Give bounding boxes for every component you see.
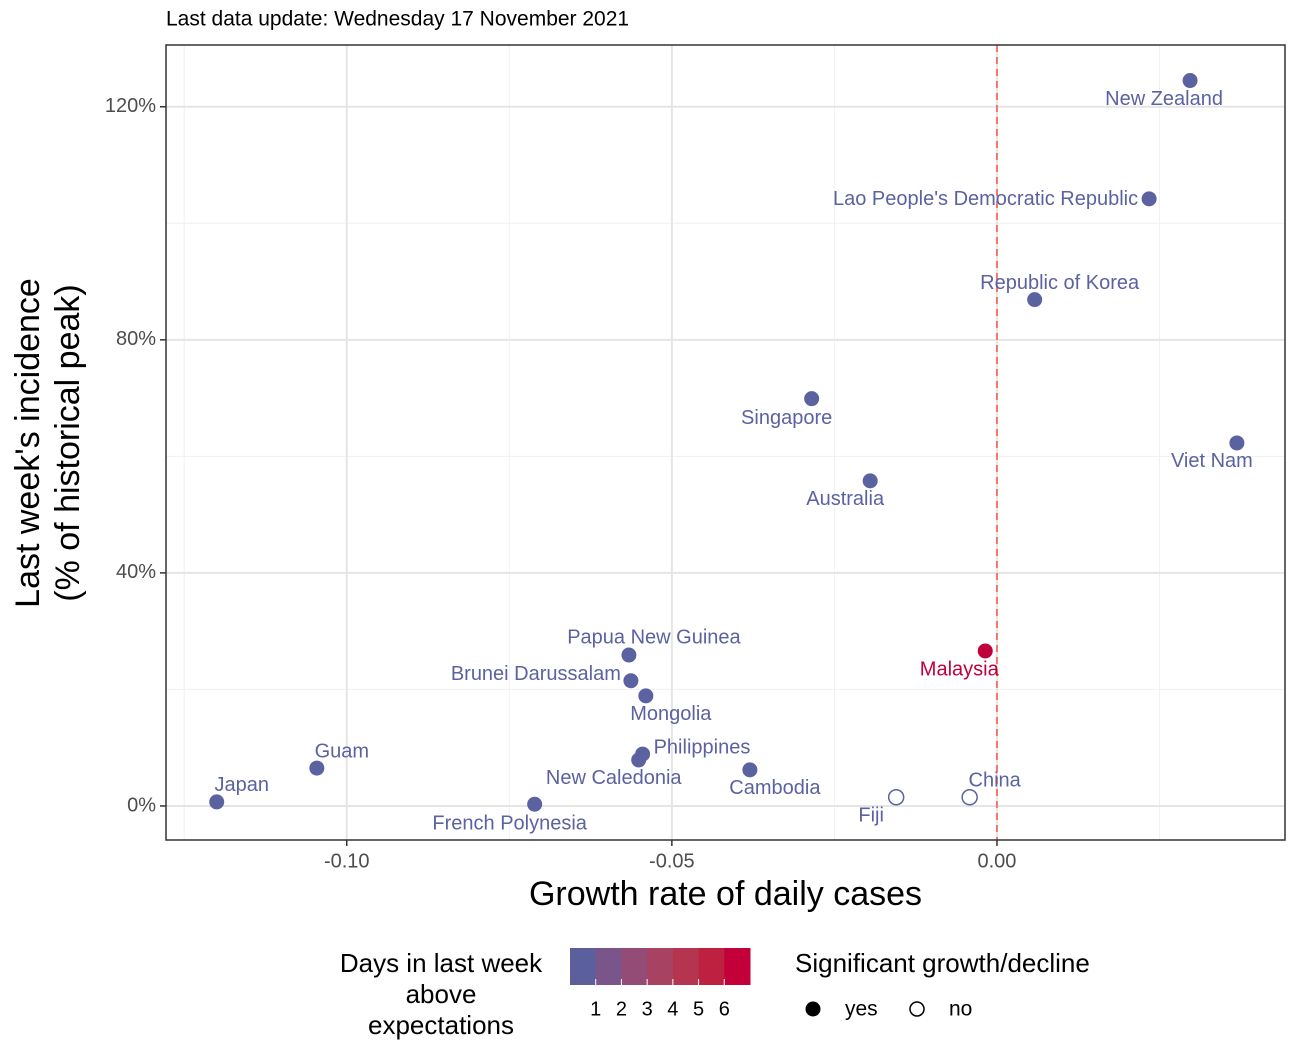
point	[621, 647, 637, 663]
point	[1027, 292, 1043, 308]
point	[887, 788, 905, 806]
point-label: Republic of Korea	[980, 272, 1140, 294]
point-label: Mongolia	[630, 703, 712, 725]
x-tick-label: 0.00	[977, 850, 1016, 872]
colorbar-segment	[595, 948, 622, 985]
legend-symbol	[805, 1001, 821, 1017]
colorbar-segment	[570, 948, 597, 985]
point-label: China	[969, 770, 1022, 792]
legend-symbol	[909, 1001, 925, 1017]
legend-label: no	[949, 998, 972, 1021]
colorbar-segment	[724, 948, 751, 985]
point	[1182, 73, 1198, 89]
point-label: New Caledonia	[546, 767, 683, 789]
point-label: Japan	[214, 774, 269, 796]
point-label: Fiji	[858, 805, 884, 827]
point	[1229, 435, 1245, 451]
y-tick-label: 0%	[127, 794, 156, 816]
point	[862, 473, 878, 489]
point-label: Philippines	[654, 736, 751, 758]
legend-label: yes	[845, 998, 878, 1021]
colorbar-tick-label: 4	[667, 998, 678, 1020]
colorbar-title: expectations	[368, 1010, 514, 1040]
point	[1141, 191, 1157, 207]
plot-border	[165, 44, 1286, 841]
colorbar-segment	[621, 948, 648, 985]
point	[631, 752, 647, 768]
colorbar-segment	[698, 948, 725, 985]
point	[804, 391, 820, 407]
point	[527, 796, 543, 812]
point	[742, 762, 758, 778]
point	[309, 760, 325, 776]
x-tick-label: -0.05	[649, 850, 695, 872]
colorbar-tick-label: 2	[616, 998, 627, 1020]
point-label: Malaysia	[920, 658, 1000, 680]
point-label: Cambodia	[729, 777, 821, 799]
colorbar-title: above	[406, 979, 477, 1009]
x-tick-label: -0.10	[324, 850, 370, 872]
y-tick-label: 40%	[116, 561, 156, 583]
colorbar-tick-label: 3	[642, 998, 653, 1020]
point	[209, 794, 225, 810]
point	[623, 673, 639, 689]
colorbar-tick-label: 5	[693, 998, 704, 1020]
y-axis-title: Last week's incidence	[9, 278, 47, 608]
colorbar-title: Days in last week	[340, 948, 543, 978]
y-tick-label: 120%	[105, 95, 156, 117]
point-label: Australia	[806, 488, 885, 510]
point-label: Lao People's Democratic Republic	[833, 188, 1138, 210]
point-label: Singapore	[741, 407, 832, 429]
point-label: Papua New Guinea	[567, 626, 741, 648]
y-tick-label: 80%	[116, 328, 156, 350]
point-label: Guam	[315, 740, 369, 762]
x-axis-title: Growth rate of daily cases	[529, 875, 922, 913]
point-label: New Zealand	[1105, 88, 1223, 110]
colorbar-tick-label: 6	[719, 998, 730, 1020]
point	[961, 788, 978, 806]
colorbar-segment	[647, 948, 674, 985]
y-axis-title: (% of historical peak)	[49, 284, 87, 601]
colorbar-tick-label: 1	[590, 998, 601, 1020]
point-label: Brunei Darussalam	[451, 663, 621, 685]
chart-title: Last data update: Wednesday 17 November …	[166, 8, 629, 31]
point-label: French Polynesia	[432, 813, 587, 835]
colorbar-segment	[672, 948, 700, 985]
point	[977, 643, 993, 659]
legend-title: Significant growth/decline	[795, 948, 1090, 978]
point	[638, 688, 654, 704]
point-label: Viet Nam	[1171, 450, 1253, 472]
